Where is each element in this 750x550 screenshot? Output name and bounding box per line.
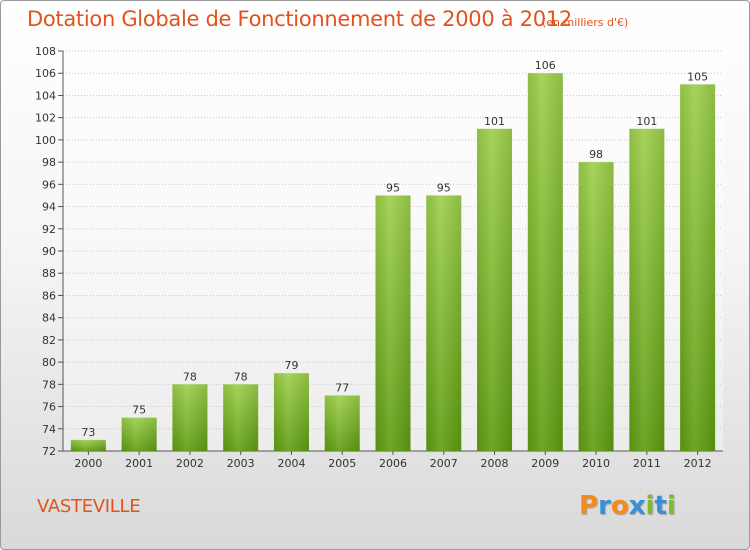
x-tick-label: 2010	[582, 457, 610, 470]
x-tick-label: 2004	[277, 457, 305, 470]
data-label: 78	[234, 370, 248, 383]
y-tick-label: 76	[42, 401, 56, 414]
y-tick-label: 98	[42, 156, 56, 169]
y-tick-label: 82	[42, 334, 56, 347]
data-label: 75	[132, 404, 146, 417]
x-tick-label: 2001	[125, 457, 153, 470]
data-label: 95	[386, 181, 400, 194]
logo-letter: t	[654, 491, 667, 521]
y-tick-label: 94	[42, 201, 56, 214]
y-tick-label: 80	[42, 356, 56, 369]
y-tick-label: 84	[42, 312, 56, 325]
x-tick-label: 2008	[481, 457, 509, 470]
data-label: 98	[589, 148, 603, 161]
bar-shade	[477, 128, 513, 451]
y-tick-label: 78	[42, 378, 56, 391]
proxiti-logo[interactable]: Proxiti	[579, 491, 676, 521]
data-label: 106	[535, 59, 556, 72]
bar-shade	[426, 195, 462, 451]
data-label: 79	[284, 359, 298, 372]
x-tick-label: 2007	[430, 457, 458, 470]
data-label: 73	[81, 426, 95, 439]
x-tick-label: 2012	[684, 457, 712, 470]
y-tick-label: 92	[42, 223, 56, 236]
logo-letter: i	[666, 491, 676, 521]
x-tick-label: 2005	[328, 457, 356, 470]
logo-letter: r	[598, 491, 611, 521]
bar-shade	[578, 162, 614, 451]
x-tick-label: 2000	[74, 457, 102, 470]
bar-shade	[324, 395, 360, 451]
logo-letter: x	[628, 491, 646, 521]
y-tick-label: 100	[35, 134, 56, 147]
bar-shade	[680, 84, 716, 451]
logo-letter: i	[645, 491, 655, 521]
y-tick-label: 90	[42, 245, 56, 258]
bar-shade	[223, 384, 259, 451]
chart-title: Dotation Globale de Fonctionnement de 20…	[27, 7, 572, 31]
data-label: 78	[183, 370, 197, 383]
x-tick-label: 2003	[227, 457, 255, 470]
y-tick-label: 72	[42, 445, 56, 458]
y-tick-label: 74	[42, 423, 56, 436]
y-tick-label: 106	[35, 67, 56, 80]
bar-shade	[527, 73, 563, 451]
x-tick-label: 2006	[379, 457, 407, 470]
bar-shade	[629, 128, 665, 451]
y-tick-label: 86	[42, 289, 56, 302]
y-tick-label: 108	[35, 45, 56, 58]
commune-name: VASTEVILLE	[37, 496, 141, 517]
y-tick-label: 88	[42, 267, 56, 280]
bar-shade	[70, 439, 106, 451]
data-label: 105	[687, 70, 708, 83]
bar-shade	[172, 384, 208, 451]
data-label: 77	[335, 381, 349, 394]
bar-shade	[273, 373, 309, 451]
logo-letter: P	[579, 491, 599, 521]
x-tick-label: 2002	[176, 457, 204, 470]
y-tick-label: 104	[35, 89, 56, 102]
y-tick-label: 96	[42, 178, 56, 191]
data-label: 95	[437, 181, 451, 194]
bar-shade	[121, 417, 157, 451]
x-tick-label: 2011	[633, 457, 661, 470]
y-tick-label: 102	[35, 112, 56, 125]
bar-shade	[375, 195, 411, 451]
data-label: 101	[636, 115, 657, 128]
data-label: 101	[484, 115, 505, 128]
logo-letter: o	[610, 491, 629, 521]
x-tick-label: 2009	[531, 457, 559, 470]
chart-subtitle: (en milliers d'€)	[542, 16, 629, 29]
